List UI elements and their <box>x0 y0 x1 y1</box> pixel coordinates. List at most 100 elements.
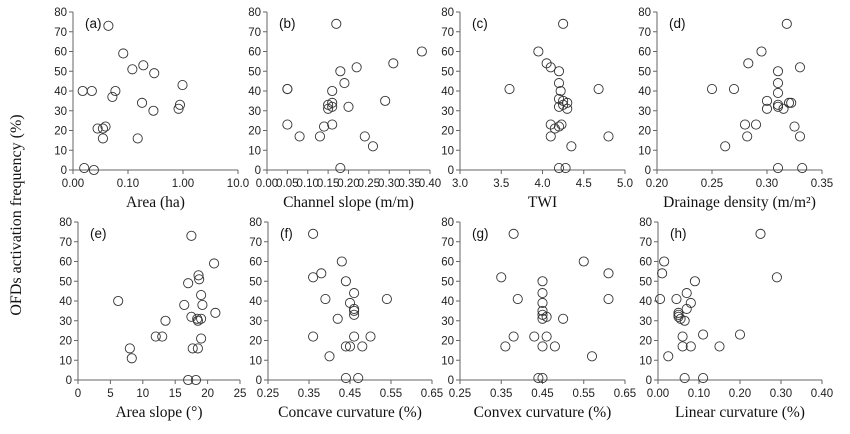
data-point <box>340 372 351 384</box>
data-point <box>340 341 351 352</box>
data-point <box>500 341 511 352</box>
y-tick-label: 0 <box>646 375 652 387</box>
data-point <box>97 123 108 134</box>
data-point <box>720 141 731 152</box>
y-tick-label: 70 <box>248 27 261 39</box>
y-tick-label: 50 <box>441 276 454 288</box>
x-tick-label: 0.00 <box>647 388 669 400</box>
data-point <box>508 331 519 342</box>
data-point <box>349 288 360 299</box>
data-point <box>553 162 565 174</box>
panel-label: (g) <box>472 226 489 241</box>
data-point <box>79 162 90 174</box>
data-point <box>553 78 565 89</box>
data-point <box>558 313 569 324</box>
y-tick-label: 70 <box>441 27 454 39</box>
x-axis-label: Linear curvature (%) <box>675 404 805 421</box>
panel-label: (d) <box>669 16 686 31</box>
data-point <box>318 121 330 132</box>
data-point <box>533 372 544 384</box>
x-tick-label: 0.25 <box>449 388 471 400</box>
y-tick-label: 10 <box>54 145 67 157</box>
data-point <box>210 307 221 318</box>
data-point <box>512 293 523 305</box>
scatter-panel-8: 0 10 20 30 40 50 60 70 80 0.00 0.10 0.20 0.30 0.40 Lin… <box>639 217 833 421</box>
data-point <box>308 228 319 239</box>
data-point <box>327 85 338 97</box>
data-point <box>107 91 118 102</box>
scatter-panel-6: 0 10 20 30 40 50 60 70 80 0.25 0.35 0.45 0.55 0.65 Con… <box>249 217 443 421</box>
axis-frame <box>459 12 625 171</box>
data-point <box>698 372 709 384</box>
axis-frame <box>657 222 822 381</box>
data-point <box>783 97 795 108</box>
y-tick-label: 40 <box>248 86 261 98</box>
axis-frame <box>656 12 822 171</box>
data-point <box>734 329 746 340</box>
data-point <box>339 78 350 89</box>
axis-frame <box>267 222 432 381</box>
x-tick-label: 5.0 <box>617 178 633 190</box>
data-point <box>353 372 364 384</box>
data-point <box>529 331 540 342</box>
y-tick-label: 10 <box>249 355 262 367</box>
y-tick-label: 60 <box>248 47 261 59</box>
data-point <box>186 311 197 322</box>
data-point <box>772 87 784 99</box>
data-point <box>209 258 220 269</box>
x-tick-label: 0.55 <box>573 388 595 400</box>
data-point <box>750 119 762 130</box>
data-point <box>556 119 567 130</box>
x-tick-label: 0.55 <box>380 388 402 400</box>
data-point <box>537 313 548 324</box>
data-point <box>148 105 159 116</box>
x-tick-label: 0.25 <box>701 178 723 190</box>
data-point <box>174 99 185 110</box>
data-point <box>136 97 148 108</box>
data-point <box>772 101 784 112</box>
x-tick-label: 0.30 <box>770 388 792 400</box>
data-point <box>282 83 293 95</box>
axis-frame <box>72 12 238 171</box>
scatter-panel-4: 0 10 20 30 40 50 60 70 80 0.20 0.25 0.30 0.35 Drainag… <box>638 7 833 211</box>
y-tick-label: 20 <box>54 126 67 138</box>
x-axis-label: Drainage density (m/m²) <box>663 194 816 211</box>
y-tick-label: 70 <box>639 237 652 249</box>
data-point <box>308 272 319 283</box>
y-tick-label: 40 <box>54 86 67 98</box>
data-point <box>781 18 792 29</box>
axis-frame <box>459 222 625 381</box>
y-tick-label: 80 <box>54 7 67 19</box>
data-point <box>663 351 674 362</box>
y-tick-label: 10 <box>248 145 261 157</box>
data-point <box>86 85 97 97</box>
y-tick-label: 50 <box>248 66 261 78</box>
y-tick-label: 80 <box>441 217 454 229</box>
data-point <box>367 141 379 152</box>
data-point <box>197 299 208 311</box>
data-point <box>659 256 670 267</box>
data-point <box>671 293 682 305</box>
x-tick-label: 0.30 <box>378 178 400 190</box>
data-point <box>416 46 427 57</box>
data-point <box>698 329 709 340</box>
data-point <box>323 103 334 114</box>
data-point <box>761 95 773 106</box>
data-point <box>603 268 614 279</box>
data-point <box>388 58 399 69</box>
y-tick-label: 80 <box>248 7 261 19</box>
data-point <box>359 131 370 142</box>
x-tick-label: 3.5 <box>493 178 509 190</box>
y-tick-label: 70 <box>249 237 262 249</box>
data-point <box>324 351 335 362</box>
data-point <box>553 66 565 77</box>
y-axis-label: OFDs activation frequency (%) <box>8 114 25 315</box>
data-point <box>183 278 194 289</box>
data-point <box>132 133 143 144</box>
data-point <box>677 341 688 352</box>
x-tick-label: 25 <box>234 388 247 400</box>
data-point <box>706 83 718 95</box>
data-point <box>739 119 751 130</box>
x-tick-label: 0.25 <box>358 178 380 190</box>
data-point <box>673 307 684 318</box>
